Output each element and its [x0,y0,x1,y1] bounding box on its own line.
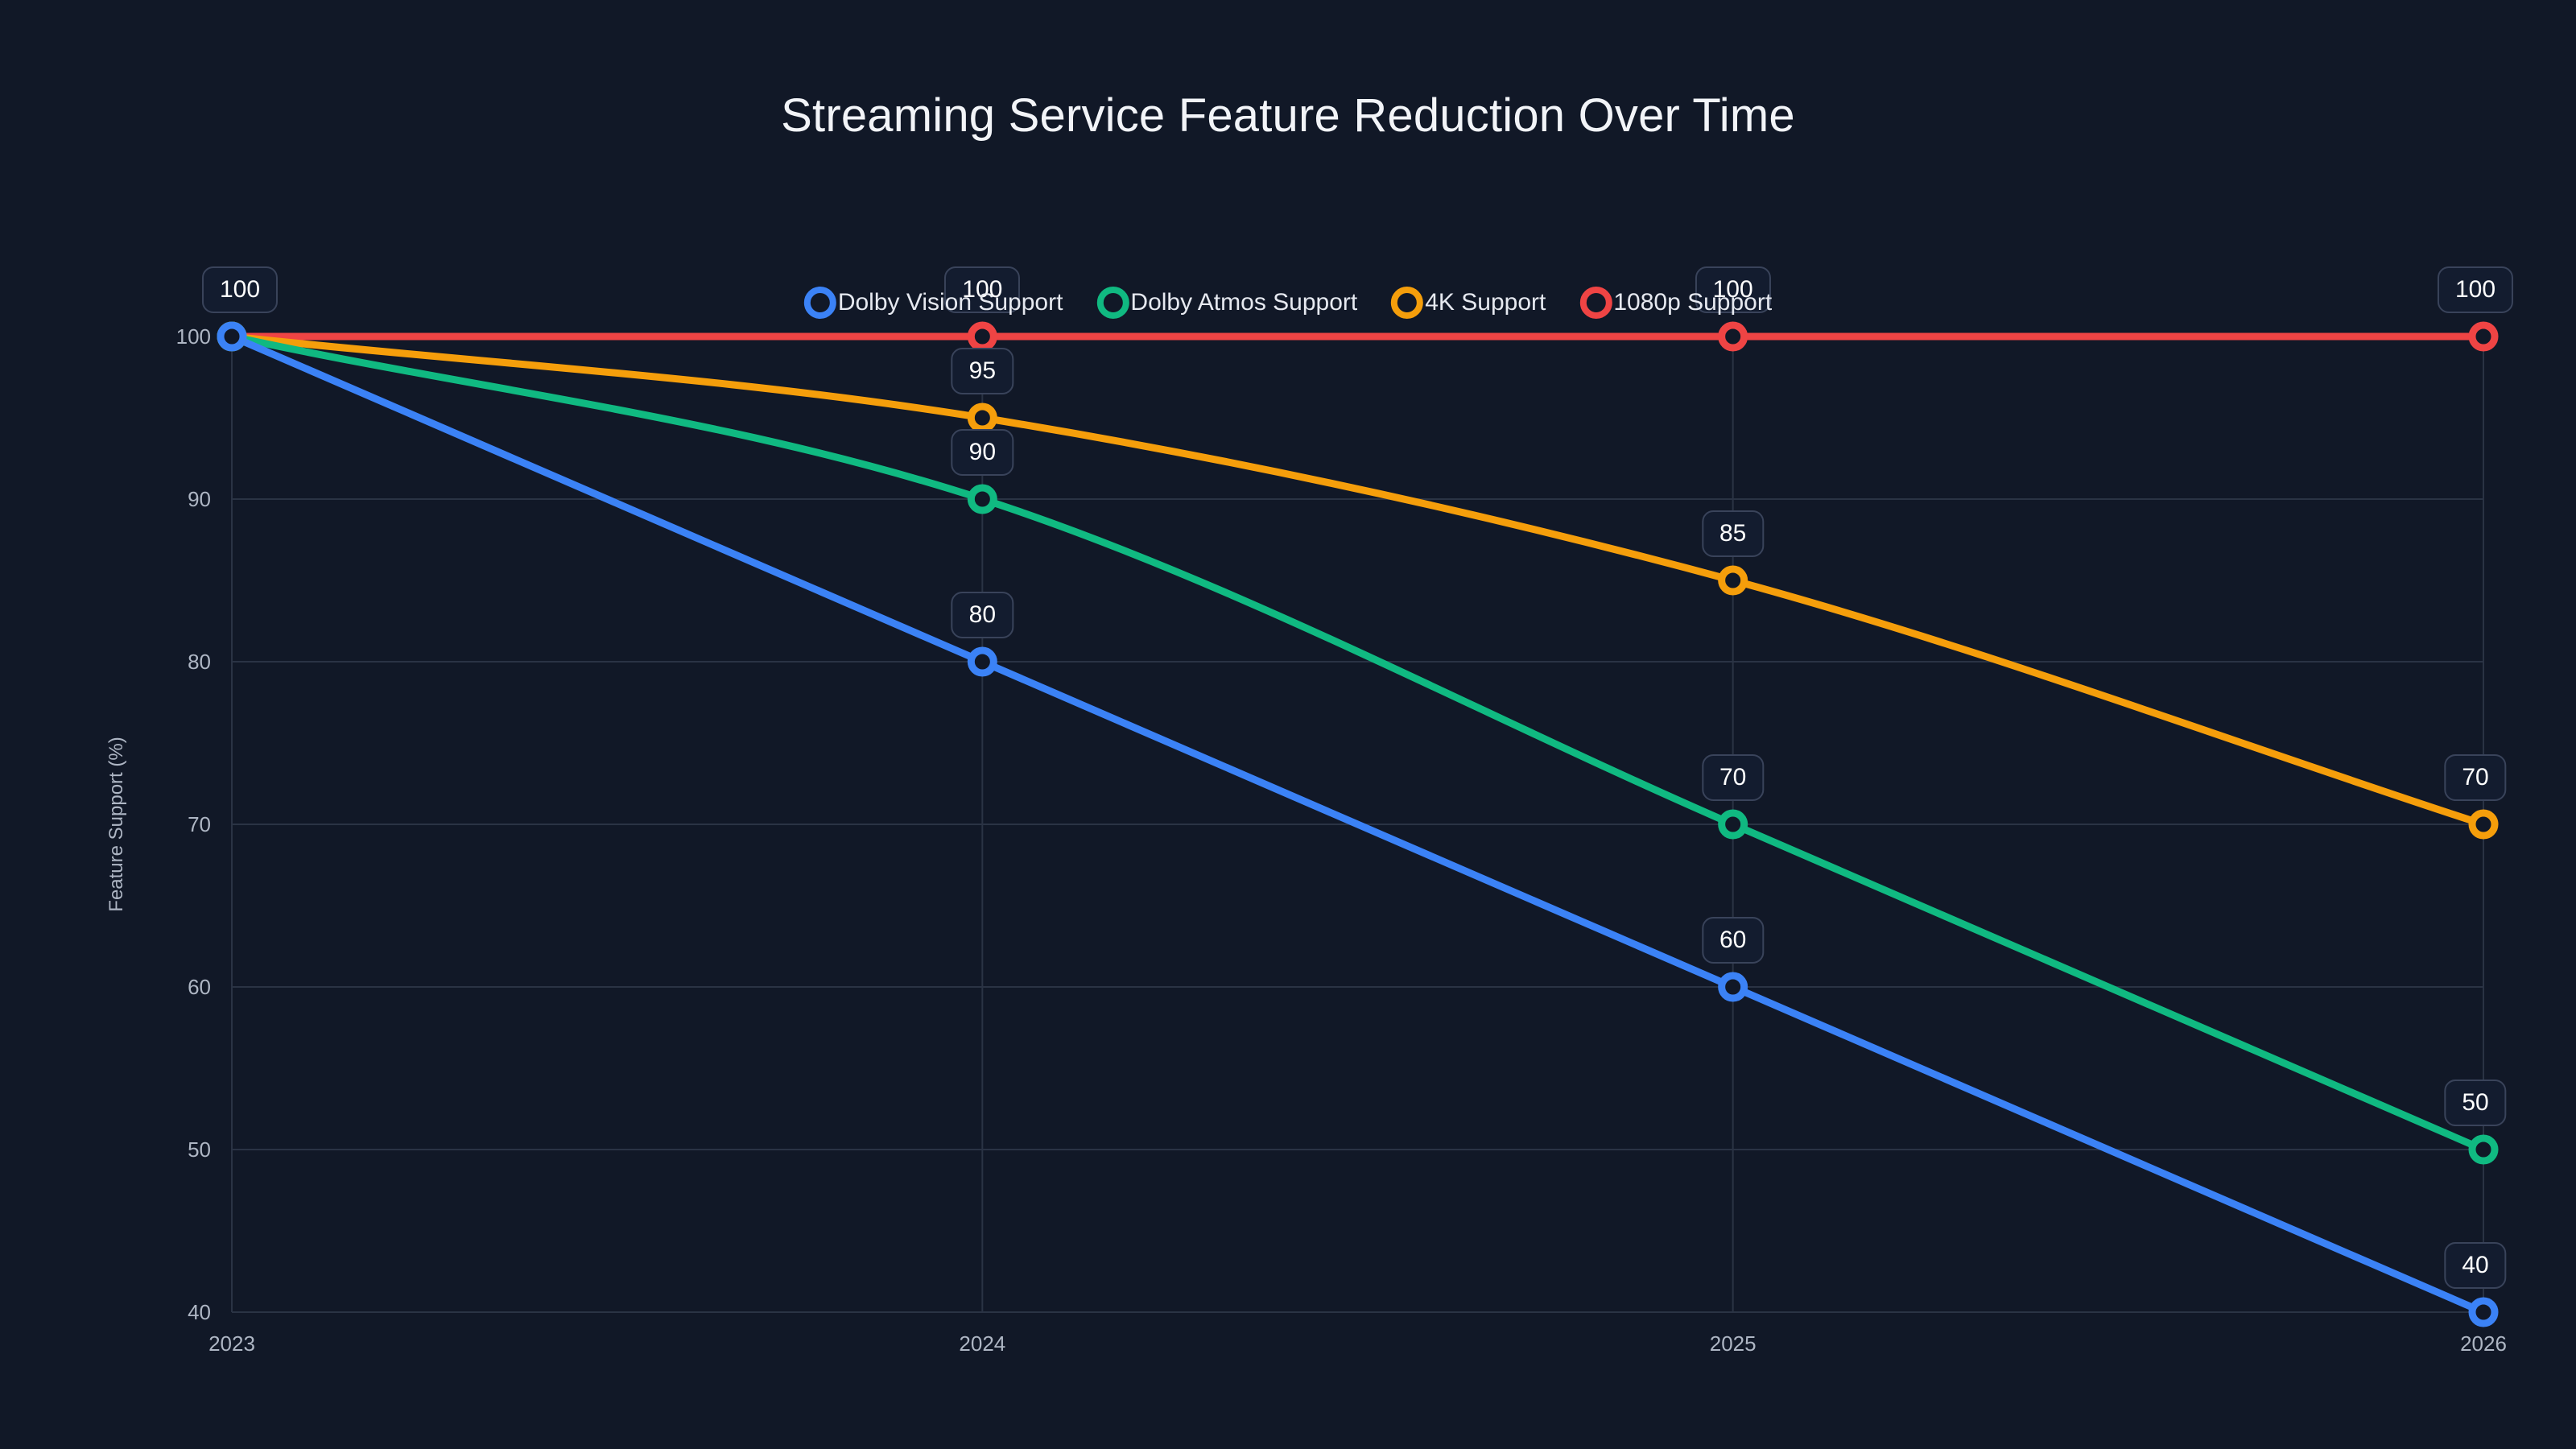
data-point-marker[interactable] [2468,809,2499,840]
y-axis-tick-label: 100 [176,324,211,349]
legend-marker-icon [1391,287,1424,319]
data-point-marker[interactable] [967,321,997,352]
legend-item-label: Dolby Atmos Support [1130,289,1358,316]
chart-legend: Dolby Vision Support Dolby Atmos Support 4… [803,287,1772,319]
data-point-label: 80 [951,592,1014,638]
data-point-label: 100 [1695,266,1771,313]
data-point-marker[interactable] [217,321,247,352]
data-point-marker[interactable] [2468,1134,2499,1165]
data-point-label: 70 [1701,754,1765,801]
data-point-marker[interactable] [967,484,997,514]
data-point-marker[interactable] [2468,1297,2499,1327]
series-line [228,332,2487,1154]
chart-title: Streaming Service Feature Reduction Over… [781,89,1795,142]
data-point-label: 70 [2444,754,2507,801]
data-point-label: 60 [1701,917,1765,964]
x-axis-tick-label: 2025 [1710,1331,1757,1356]
legend-item-label: Dolby Vision Support [837,289,1063,316]
legend-item-label: 4K Support [1425,289,1546,316]
data-point-marker[interactable] [1718,809,1748,840]
y-axis-tick-label: 40 [188,1300,211,1324]
x-axis-tick-labels: 2023 2024 2025 2026 [208,1331,2507,1356]
legend-marker-icon [803,287,836,319]
y-axis-tick-label: 80 [188,650,211,674]
data-point-label: 40 [2444,1242,2507,1289]
data-point-label: 90 [951,429,1014,476]
data-point-marker[interactable] [2468,321,2499,352]
data-point-label: 100 [201,266,279,313]
series-lines [228,332,2487,1316]
data-point-marker[interactable] [967,402,997,433]
x-axis-tick-label: 2024 [959,1331,1005,1356]
legend-item[interactable]: Dolby Vision Support [803,287,1063,319]
data-point-label: 100 [944,266,1021,313]
y-axis-tick-label: 90 [188,487,211,511]
legend-marker-icon [1096,287,1129,319]
legend-item[interactable]: 1080p Support [1579,287,1772,319]
y-axis-tick-labels: 40 50 60 70 80 90 100 [176,324,211,1324]
data-point-label: 50 [2444,1080,2507,1126]
series-line [228,332,2487,1316]
y-axis-title: Feature Support (%) [105,737,127,911]
data-point-marker[interactable] [1718,972,1748,1002]
legend-item[interactable]: 4K Support [1391,287,1546,319]
x-axis-tick-label: 2026 [2460,1331,2507,1356]
data-point-marker[interactable] [967,646,997,677]
y-axis-tick-label: 70 [188,812,211,836]
legend-item-label: 1080p Support [1613,289,1773,316]
y-axis-tick-label: 60 [188,975,211,999]
legend-item[interactable]: Dolby Atmos Support [1096,287,1357,319]
x-axis-tick-label: 2023 [208,1331,255,1356]
legend-marker-icon [1579,287,1612,319]
data-point-label: 85 [1701,510,1765,557]
series-line [228,332,2487,828]
data-point-marker[interactable] [1718,565,1748,596]
y-axis-tick-label: 50 [188,1137,211,1162]
data-point-marker[interactable] [1718,321,1748,352]
data-point-label: 100 [2437,266,2514,313]
data-point-label: 95 [951,348,1014,394]
series-markers [217,321,2499,1327]
y-axis-title-text: Feature Support (%) [105,737,127,911]
